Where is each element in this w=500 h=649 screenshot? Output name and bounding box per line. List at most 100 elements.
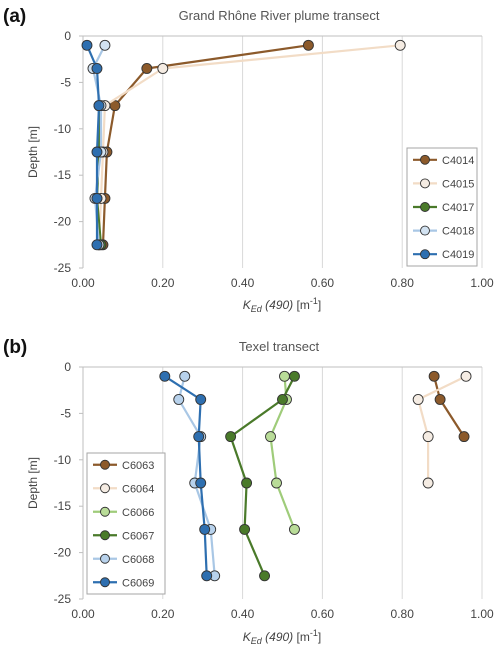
data-point xyxy=(428,370,440,382)
legend-item: C6063 xyxy=(93,460,154,472)
panel-b-axes xyxy=(79,366,482,600)
panel-b: (b) Texel transect 0-5-10-15-20-25 0.00 0… xyxy=(3,337,494,646)
series-C6067 xyxy=(225,370,300,582)
series-line xyxy=(177,376,216,576)
data-point xyxy=(195,477,207,489)
legend-label: C4014 xyxy=(442,155,474,167)
legend-swatch-marker xyxy=(420,202,430,212)
data-point xyxy=(434,394,446,405)
legend-item: C4015 xyxy=(413,178,474,190)
data-point xyxy=(91,146,103,158)
panel-b-x-tick-labels: 0.00 0.20 0.40 0.60 0.80 1.00 xyxy=(71,607,494,621)
data-point xyxy=(277,394,288,405)
panel-b-label: (b) xyxy=(3,337,27,358)
panel-a-y-axis-label: Depth [m] xyxy=(26,126,40,178)
panel-a-series xyxy=(81,39,406,251)
y-tick-label: -15 xyxy=(54,168,72,182)
x-tick-label: 0.20 xyxy=(151,607,175,621)
data-point xyxy=(394,39,406,51)
x-tick-label: 0.80 xyxy=(391,276,415,290)
data-point xyxy=(302,39,314,51)
series-line xyxy=(164,375,208,576)
panel-b-grid xyxy=(162,367,483,599)
data-point xyxy=(157,63,169,74)
panel-a-y-tick-labels: 0 -5 -10 -15 -20 -25 xyxy=(54,29,72,275)
x-tick-label: 0.60 xyxy=(311,607,335,621)
panel-a: (a) Grand Rhône River plume transect 0 -5… xyxy=(3,6,494,314)
legend-label: C6067 xyxy=(122,530,154,542)
x-tick-label: 0.00 xyxy=(71,607,95,621)
legend-item: C6068 xyxy=(93,554,154,566)
series-C6063 xyxy=(428,370,470,443)
data-point xyxy=(99,39,111,51)
data-point xyxy=(199,523,211,535)
panel-b-series xyxy=(159,370,472,582)
x-tick-label: 0.40 xyxy=(231,607,255,621)
x-tick-label: 0.60 xyxy=(311,276,335,290)
data-point xyxy=(81,39,93,51)
legend-item: C6064 xyxy=(93,483,154,495)
panel-b-title: Texel transect xyxy=(239,339,320,354)
legend-item: C4014 xyxy=(413,155,474,167)
series-C6069 xyxy=(159,370,213,582)
legend-swatch-marker xyxy=(420,178,430,189)
data-point xyxy=(201,570,213,582)
legend-swatch-marker xyxy=(100,459,110,470)
legend-swatch-marker xyxy=(100,577,110,588)
legend-swatch-marker xyxy=(420,225,430,236)
legend-label: C4018 xyxy=(442,226,474,238)
x-tick-label: 0.80 xyxy=(391,607,415,621)
series-line xyxy=(417,375,467,483)
data-point xyxy=(289,370,300,382)
x-tick-label: 1.00 xyxy=(470,276,494,290)
y-tick-label: -25 xyxy=(54,592,72,606)
y-tick-label: -25 xyxy=(54,261,72,275)
panel-b-y-axis-label: Depth [m] xyxy=(26,457,40,509)
data-point xyxy=(225,431,237,443)
data-point xyxy=(179,370,191,382)
panel-a-x-axis-label: KEd (490) [m-1] xyxy=(243,296,321,314)
data-point xyxy=(141,63,153,74)
legend-swatch-marker xyxy=(420,249,430,260)
series-line xyxy=(85,44,101,245)
data-point xyxy=(289,523,300,535)
legend-swatch-marker xyxy=(100,506,110,517)
y-tick-label: -15 xyxy=(54,499,72,513)
y-tick-label: -20 xyxy=(54,215,72,229)
data-point xyxy=(91,192,103,204)
data-point xyxy=(265,431,276,443)
data-point xyxy=(91,63,103,74)
legend-label: C4015 xyxy=(442,178,474,190)
data-point xyxy=(173,394,185,405)
panel-a-title: Grand Rhône River plume transect xyxy=(179,8,380,23)
series-line xyxy=(101,44,309,245)
legend-item: C4019 xyxy=(413,249,474,261)
legend-label: C6066 xyxy=(122,507,154,519)
x-tick-label: 0.40 xyxy=(231,276,255,290)
legend-label: C4017 xyxy=(442,202,474,214)
series-C4019 xyxy=(81,39,105,251)
panel-b-x-axis-label: KEd (490) [m-1] xyxy=(243,628,321,646)
y-tick-label: -10 xyxy=(54,453,72,467)
data-point xyxy=(412,394,424,405)
panel-a-label: (a) xyxy=(3,6,26,27)
data-point xyxy=(458,431,470,443)
legend-item: C6069 xyxy=(93,577,154,589)
legend-label: C6063 xyxy=(122,460,154,472)
legend-label: C6069 xyxy=(122,577,154,589)
series-C6064 xyxy=(412,370,472,489)
data-point xyxy=(271,477,282,489)
legend-swatch-marker xyxy=(100,553,110,564)
x-tick-label: 0.20 xyxy=(151,276,175,290)
data-point xyxy=(159,370,171,382)
y-tick-label: -10 xyxy=(54,122,72,136)
legend-swatch-marker xyxy=(420,154,430,165)
data-point xyxy=(460,370,472,382)
legend-swatch-marker xyxy=(100,530,110,541)
data-point xyxy=(241,477,253,489)
series-C4015 xyxy=(93,39,406,251)
legend-item: C4017 xyxy=(413,202,474,214)
panel-a-axes xyxy=(79,35,482,269)
data-point xyxy=(193,431,205,443)
y-tick-label: -20 xyxy=(54,546,72,560)
